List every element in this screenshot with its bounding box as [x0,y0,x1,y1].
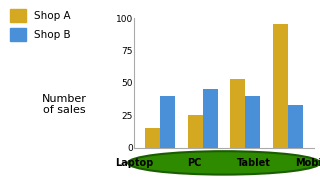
Bar [203,89,218,148]
Legend: Shop A, Shop B: Shop A, Shop B [8,7,73,43]
Bar [245,96,260,148]
Text: Number
of sales: Number of sales [42,94,86,115]
Text: Tablet: Tablet [237,158,271,168]
Text: PC: PC [187,158,201,168]
Bar [145,128,160,148]
Text: Laptop: Laptop [115,158,154,168]
Bar [288,105,303,148]
Bar [188,115,203,148]
Bar [230,79,245,148]
Text: Mobile: Mobile [295,158,320,168]
Bar [160,96,175,148]
Bar [273,24,288,148]
